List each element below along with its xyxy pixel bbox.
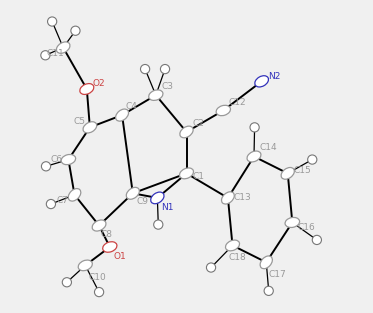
Ellipse shape — [285, 218, 300, 228]
Text: C12: C12 — [229, 98, 247, 107]
Text: C7: C7 — [57, 196, 69, 205]
Ellipse shape — [255, 76, 269, 87]
Text: C8: C8 — [101, 230, 113, 239]
Text: C4: C4 — [125, 102, 137, 111]
Ellipse shape — [226, 240, 239, 251]
Text: C6: C6 — [51, 155, 63, 164]
Ellipse shape — [222, 192, 234, 204]
Ellipse shape — [61, 154, 76, 165]
Text: N2: N2 — [269, 72, 281, 81]
Circle shape — [206, 263, 216, 272]
Ellipse shape — [216, 105, 231, 116]
Text: C10: C10 — [88, 273, 106, 282]
Circle shape — [264, 286, 273, 295]
Circle shape — [312, 235, 322, 244]
Text: C11: C11 — [46, 49, 64, 58]
Text: C2: C2 — [192, 119, 204, 128]
Text: C18: C18 — [229, 253, 247, 262]
Circle shape — [308, 155, 317, 164]
Circle shape — [62, 278, 72, 287]
Text: C16: C16 — [298, 223, 316, 233]
Text: C17: C17 — [269, 270, 286, 279]
Ellipse shape — [80, 84, 94, 95]
Ellipse shape — [260, 256, 272, 269]
Text: C13: C13 — [233, 193, 251, 203]
Circle shape — [250, 123, 259, 132]
Circle shape — [94, 287, 104, 297]
Ellipse shape — [151, 192, 164, 204]
Ellipse shape — [68, 189, 81, 201]
Circle shape — [41, 51, 50, 60]
Circle shape — [71, 26, 80, 35]
Ellipse shape — [179, 168, 194, 179]
Text: N1: N1 — [161, 203, 173, 212]
Ellipse shape — [78, 260, 93, 271]
Text: C1: C1 — [192, 172, 204, 181]
Circle shape — [41, 162, 51, 171]
Text: C3: C3 — [162, 82, 173, 91]
Circle shape — [47, 17, 57, 26]
Ellipse shape — [56, 42, 70, 53]
Circle shape — [160, 64, 170, 74]
Ellipse shape — [149, 90, 163, 100]
Text: O2: O2 — [93, 79, 105, 88]
Circle shape — [154, 220, 163, 229]
Ellipse shape — [126, 187, 140, 199]
Text: C15: C15 — [293, 166, 311, 175]
Ellipse shape — [103, 242, 117, 252]
Text: C9: C9 — [137, 198, 148, 206]
Text: O1: O1 — [113, 252, 126, 261]
Ellipse shape — [92, 220, 106, 231]
Ellipse shape — [116, 109, 129, 121]
Ellipse shape — [281, 167, 294, 179]
Circle shape — [141, 64, 150, 74]
Ellipse shape — [180, 126, 193, 138]
Text: C14: C14 — [260, 143, 277, 152]
Ellipse shape — [83, 122, 97, 133]
Ellipse shape — [247, 151, 261, 162]
Text: C5: C5 — [74, 117, 86, 126]
Circle shape — [46, 199, 56, 209]
